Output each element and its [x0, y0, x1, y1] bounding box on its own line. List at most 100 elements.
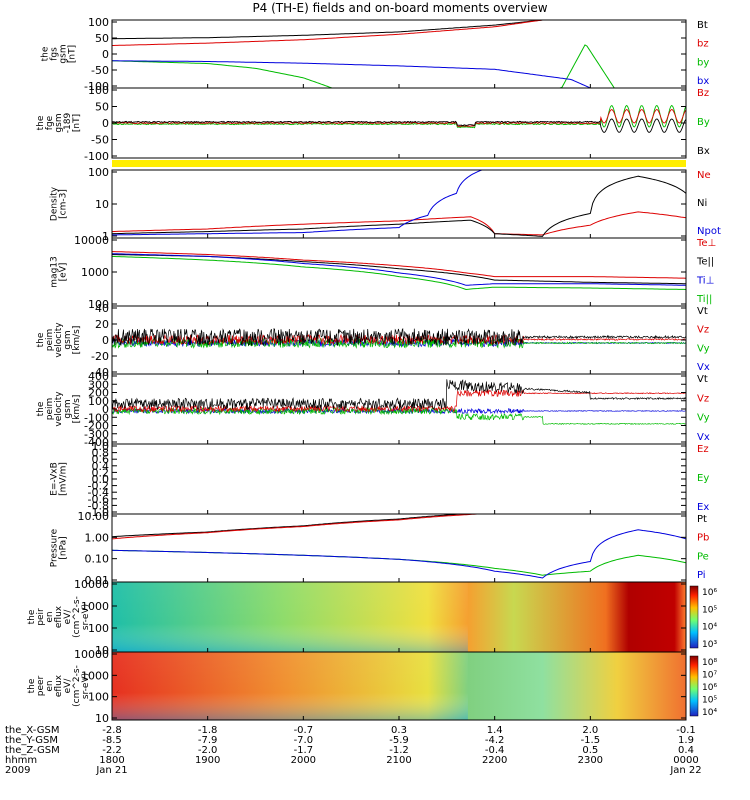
- y-label-line: [km/s]: [72, 326, 82, 355]
- y-label-line: eflux: [54, 674, 64, 697]
- series-temp-Ti⊥: [112, 253, 686, 286]
- y-tick-label: 0.4: [92, 460, 110, 473]
- y-tick-label: -100: [84, 411, 109, 424]
- colorbar-scale-peer: [689, 655, 699, 717]
- legend-pi_vel: Vt Vz Vy Vx: [697, 374, 710, 443]
- y-axis-peir: 10000 1000 100 10: [74, 578, 686, 657]
- series-fgs-bz: [112, 20, 543, 46]
- series-pe_vel-3: [112, 327, 686, 347]
- footer-value: -2.0: [198, 745, 218, 756]
- legend-entry: bz: [697, 39, 709, 50]
- panel-frame-fgs: [111, 19, 687, 89]
- legend-fge: Bz By Bx: [697, 88, 710, 157]
- colorbar-tick-label: 10⁶: [702, 683, 717, 693]
- y-label-line: [mV/m]: [59, 462, 69, 496]
- y-tick-label: 40: [95, 302, 109, 315]
- series-temp-Ti||: [112, 255, 686, 291]
- y-label-line: (cm^2-s-: [72, 665, 82, 707]
- series-density-Ni: [112, 175, 686, 237]
- y-label-line: [cm-3]: [59, 189, 69, 219]
- panel-temp: 10000 1000 100 mag13 [eV] Te⊥ Te|| Ti⊥ Ti||: [50, 234, 717, 311]
- y-label-line: gsm: [63, 330, 73, 349]
- colorbar-peer: 10⁸ 10⁷ 10⁶ 10⁵ 10⁴: [689, 655, 717, 718]
- footer-value: 2100: [386, 755, 411, 766]
- footer-value: -1.7: [294, 745, 314, 756]
- legend-efield: Ez Ey Ex: [697, 444, 709, 513]
- footer-row-label: hhmm: [5, 755, 37, 766]
- y-label-line: velocity: [54, 391, 64, 427]
- y-label-line: [nT]: [68, 45, 78, 63]
- y-label-line: the: [27, 609, 37, 624]
- legend-entry: Ne: [697, 170, 711, 181]
- y-label-line: eflux: [54, 605, 64, 628]
- y-tick-label: 300: [88, 378, 109, 391]
- y-label-line: eV/: [63, 609, 73, 625]
- y-tick-label: -0.6: [88, 493, 109, 506]
- legend-entry: Ez: [697, 444, 709, 455]
- y-label-line: fgs: [50, 47, 60, 61]
- legend-entry: Pb: [697, 533, 709, 544]
- y-tick-label: 0: [102, 117, 109, 130]
- figure-title: P4 (TH-E) fields and on-board moments ov…: [252, 1, 547, 15]
- y-label-line: velocity: [54, 322, 64, 358]
- y-label-pe_vel: the peim velocity gsm [km/s]: [36, 322, 82, 358]
- plot-area-peer: [112, 652, 686, 720]
- y-tick-label: 0: [102, 334, 109, 347]
- panel-peer: 10⁸ 10⁷ 10⁶ 10⁵ 10⁴ 10000 1000 100 10 the peer en ef…: [27, 648, 717, 725]
- legend-entry: Ex: [697, 502, 709, 513]
- panel-efield: 1.00.80.60.40.20.0-0.2-0.4-0.6-0.8-1.0 E=…: [50, 440, 710, 519]
- legend-entry: Vy: [697, 413, 710, 424]
- y-label-line: peir: [36, 608, 46, 626]
- panel-frame-temp: [111, 237, 687, 307]
- legend-pressure: Pt Pb Pe Pi: [697, 514, 709, 581]
- legend-entry: Vt: [697, 374, 708, 385]
- footer-value: 1.4: [487, 725, 503, 736]
- footer-value: -2.2: [102, 745, 122, 756]
- y-axis-temp: 10000 1000 100: [74, 234, 686, 311]
- y-tick-label: 1: [102, 230, 109, 243]
- footer-value: -2.8: [102, 725, 122, 736]
- footer-value: 0.5: [582, 745, 598, 756]
- footer-value: 2200: [482, 755, 507, 766]
- y-tick-label: 10000: [74, 578, 109, 591]
- y-label-line: fge: [45, 115, 55, 130]
- legend-entry: Ey: [697, 473, 709, 484]
- y-tick-label: 1000: [81, 669, 109, 682]
- y-label-line: en: [45, 680, 55, 691]
- y-tick-label: 1.00: [85, 531, 110, 544]
- legend-fgs: Bt bz by bx: [697, 20, 709, 87]
- y-tick-label: -1.0: [88, 506, 109, 519]
- footer-value: 1.9: [678, 735, 694, 746]
- y-tick-label: 0.8: [92, 447, 110, 460]
- panel-fgs: 100 50 0 -50 -100 the fgs gsm [nT] Bt bz by bx: [41, 16, 710, 93]
- y-tick-label: -40: [91, 366, 109, 379]
- y-label-line: en: [45, 611, 55, 622]
- footer-value: Jan 21: [95, 765, 127, 776]
- y-label-line: E=-VxB: [50, 462, 60, 496]
- y-axis-pe_vel: 40 20 0 -20 -40: [91, 302, 686, 379]
- panel-peir: 10⁶ 10⁵ 10⁴ 10³ 10000 1000 100 10 the peir en eflux…: [27, 578, 717, 657]
- footer-value: -0.7: [294, 725, 314, 736]
- legend-entry: Ti⊥: [696, 275, 714, 286]
- footer-value: 2000: [291, 755, 316, 766]
- y-tick-label: -300: [84, 428, 109, 441]
- spectrogram-shade-peer: [112, 652, 468, 720]
- legend-entry: Te||: [696, 257, 714, 268]
- footer-value: -7.0: [294, 735, 314, 746]
- footer-value: -0.4: [485, 745, 505, 756]
- y-tick-label: -0.8: [88, 499, 109, 512]
- colorbar-tick-label: 10⁴: [702, 708, 717, 718]
- y-tick-label: 10000: [74, 234, 109, 247]
- plot-area-density: [112, 170, 686, 237]
- series-pressure-Pe: [112, 549, 686, 576]
- y-label-line: the: [41, 46, 51, 61]
- y-label-line: gsm: [59, 44, 69, 63]
- y-label-line: the: [36, 115, 46, 130]
- footer-value: -0.1: [676, 725, 696, 736]
- y-label-line: Pressure: [50, 528, 60, 567]
- spectrogram-shade-peir: [112, 582, 468, 652]
- plot-area-pi_vel: [112, 379, 686, 425]
- footer-value: -1.5: [581, 735, 601, 746]
- y-label-line: -189: [63, 113, 73, 134]
